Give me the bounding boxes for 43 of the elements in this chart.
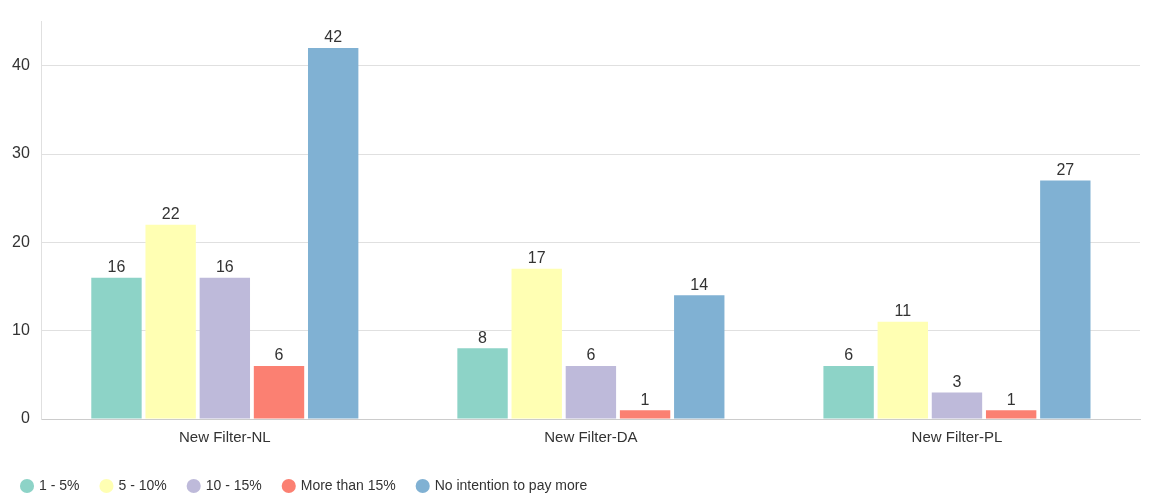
x-tick-label: New Filter-DA (544, 428, 638, 446)
bar (199, 277, 251, 419)
legend-label: 10 - 15% (205, 476, 262, 493)
bar (877, 321, 928, 419)
bar (91, 277, 142, 419)
data-label: 42 (324, 28, 343, 46)
x-tick-label: New Filter-PL (911, 428, 1003, 446)
y-tick-label: 10 (12, 321, 30, 339)
data-label: 27 (1056, 160, 1075, 178)
data-label: 11 (894, 302, 912, 320)
bar (619, 410, 671, 419)
legend-label: 1 - 5% (39, 476, 80, 493)
bar (511, 268, 562, 419)
data-label: 14 (690, 275, 709, 293)
legend-label: 5 - 10% (118, 476, 167, 493)
data-label: 16 (107, 258, 126, 276)
legend-label: No intention to pay more (434, 476, 588, 493)
data-label: 17 (527, 249, 546, 267)
bar (985, 410, 1037, 419)
bar (674, 295, 725, 419)
data-label: 6 (844, 346, 854, 364)
x-tick-label: New Filter-NL (178, 428, 271, 446)
y-tick-label: 40 (12, 56, 30, 74)
bar (565, 366, 617, 419)
y-tick-label: 20 (12, 232, 30, 250)
bar (307, 48, 359, 419)
bar (457, 348, 508, 419)
legend-label: More than 15% (300, 476, 396, 493)
data-label: 6 (586, 346, 596, 364)
y-tick-label: 30 (12, 144, 30, 162)
data-label: 1 (1006, 390, 1016, 408)
bar (1040, 180, 1091, 419)
data-label: 6 (274, 346, 284, 364)
bar (253, 366, 305, 419)
data-label: 8 (478, 328, 488, 346)
bar (931, 392, 983, 419)
bar (145, 224, 196, 419)
bar (823, 366, 874, 419)
data-label: 22 (161, 205, 180, 223)
data-label: 3 (952, 372, 962, 390)
data-label: 16 (215, 258, 234, 276)
data-label: 1 (640, 390, 650, 408)
y-tick-label: 0 (20, 409, 30, 427)
